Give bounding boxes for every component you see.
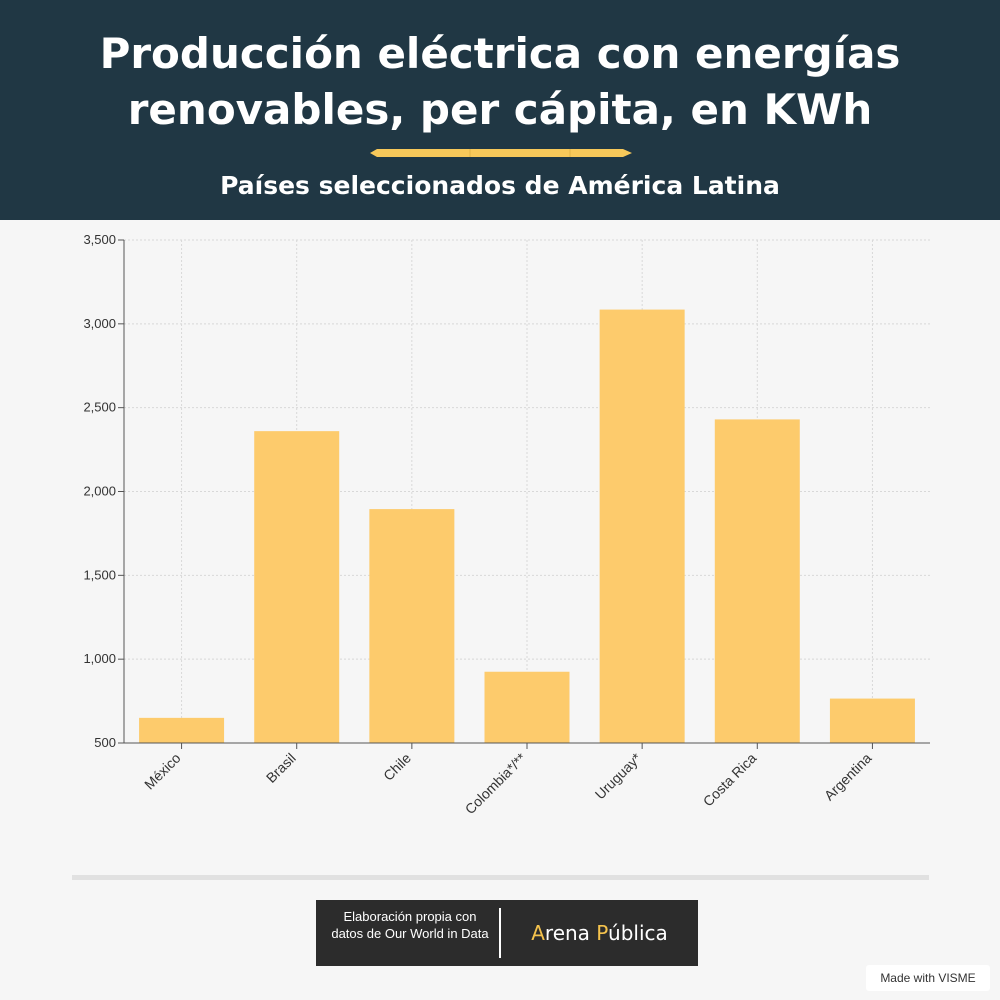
bar[interactable] [714,419,800,743]
y-tick-label: 3,500 [83,232,116,247]
brand-initial-p: P [596,921,609,945]
y-tick-label: 3,000 [83,316,116,331]
y-tick-label: 500 [94,735,116,750]
x-tick-label: Colombia*/** [462,749,530,817]
brand-word-ublica: ública [608,921,668,945]
y-tick-label: 2,500 [83,400,116,415]
bar-chart: 500 1,000 1,500 2,000 2,500 3,000 3,500 México B… [83,232,930,817]
header-banner: Producción eléctrica con energías renova… [0,0,1000,220]
x-tick-label: Uruguay* [592,749,645,802]
x-tick-label: Brasil [263,750,299,786]
bar[interactable] [599,309,685,743]
brand-initial-a: A [531,921,545,945]
bar[interactable] [369,509,455,743]
y-tick-label: 1,000 [83,651,116,666]
bar[interactable] [484,671,570,743]
x-tick-label: Costa Rica [700,750,760,810]
x-tick-label: Argentina [821,750,875,804]
credit-box: Elaboración propia con datos de Our Worl… [316,900,698,966]
brand-word-rena: rena [544,921,597,945]
chart-subtitle: Países seleccionados de América Latina [220,171,780,200]
bar[interactable] [254,431,340,743]
x-tick-label: México [141,750,184,793]
made-with-visme-badge[interactable]: Made with VISME [866,965,990,991]
y-tick-label: 1,500 [83,567,116,582]
bar[interactable] [829,698,915,743]
brand-logo: Arena Pública [501,918,698,948]
chart-title: Producción eléctrica con energías renova… [99,29,901,134]
y-tick-label: 2,000 [83,484,116,499]
source-credit: Elaboración propia con datos de Our Worl… [331,909,489,941]
pencil-divider-icon [370,149,632,157]
footer-divider [72,875,929,880]
x-tick-label: Chile [380,750,414,784]
bar[interactable] [139,717,225,743]
credit-separator [499,908,501,958]
